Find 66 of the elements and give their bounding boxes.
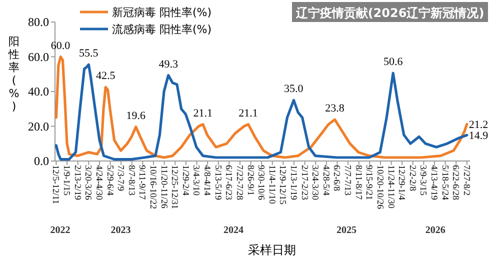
data-label: 21.1 xyxy=(193,107,213,120)
x2-tick-label: 2023 xyxy=(110,225,131,236)
chart-title: 辽宁疫情贡献(2026辽宁新冠情况) xyxy=(294,6,484,20)
data-label: 60.0 xyxy=(50,40,71,52)
data-label: 21.1 xyxy=(238,107,258,120)
x-tick-label: 7/27-8/2 xyxy=(462,165,472,196)
data-label: 21.2 xyxy=(468,119,488,132)
x-tick-label: 3/4-3/10 xyxy=(192,165,202,196)
legend-label: 流感病毒 阳性率(%) xyxy=(112,23,212,36)
data-label: 50.6 xyxy=(383,56,404,68)
x-tick-label: 9/15-9/21 xyxy=(364,165,375,200)
x2-tick-label: 2025 xyxy=(336,225,356,236)
x-tick-label: 4/8-4/14 xyxy=(202,165,213,196)
x-tick-label: 11/24-11/30 xyxy=(386,165,396,209)
x-tick-label: 8/7-8/13 xyxy=(126,165,137,196)
data-label: 42.5 xyxy=(96,70,116,82)
x-tick-label: 3/9-3/15 xyxy=(418,165,429,196)
x-tick-label: 7/22-7/28 xyxy=(234,165,245,200)
x-tick-label: 2/17-2/23 xyxy=(300,165,310,200)
x-tick-label: 3/24-3/30 xyxy=(310,165,321,200)
x-tick-label: 2/13-2/19 xyxy=(72,165,83,200)
x2-tick-label: 2022 xyxy=(50,225,70,236)
x-tick-label: 6/17-6/23 xyxy=(224,165,234,200)
x-tick-label: 4/13-4/19 xyxy=(429,165,440,200)
x-tick-label: 12/29-1/4 xyxy=(397,165,408,200)
x-tick-label: 11/4-11/10 xyxy=(267,165,278,204)
x-tick-label: 7/7-7/13 xyxy=(343,165,354,196)
y-tick-label: 20.0 xyxy=(28,119,49,134)
x-tick-label: 12/5-12/11 xyxy=(51,165,62,204)
x-tick-label: 5/18-5/24 xyxy=(440,165,450,200)
x-tick-label: 4/24-4/30 xyxy=(94,165,104,200)
x-tick-label: 1/29-2/4 xyxy=(180,165,191,196)
x-tick-label: 1/13-1/19 xyxy=(288,165,299,200)
x-tick-label: 12/25-12/31 xyxy=(170,165,180,209)
x-tick-label: 12/9-12/15 xyxy=(278,165,288,205)
data-label: 55.5 xyxy=(79,48,99,60)
x-tick-label: 6/2-6/8 xyxy=(332,165,342,192)
x-tick-label: 1/9-1/15 xyxy=(62,165,72,196)
x-tick-label: 10/20-10/26 xyxy=(375,165,386,210)
data-label: 23.8 xyxy=(325,102,345,115)
y-tick-label: 60.0 xyxy=(28,50,49,64)
x-tick-label: 9/30-10/6 xyxy=(256,165,267,200)
data-label: 35.0 xyxy=(284,83,304,96)
x-tick-label: 7/3-7/9 xyxy=(116,165,126,192)
x-tick-label: 6/22-6/28 xyxy=(451,165,462,200)
x2-tick-label: 2026 xyxy=(425,225,446,236)
x-tick-label: 2/2-2/8 xyxy=(408,165,418,192)
x-axis-title: 采样日期 xyxy=(248,243,296,257)
x-tick-label: 3/20-3/26 xyxy=(84,165,94,200)
y-tick-label: 0.0 xyxy=(34,154,49,168)
x-tick-label: 4/28-5/4 xyxy=(321,165,332,196)
x-tick-label: 9/11-9/17 xyxy=(138,165,148,200)
x-tick-label: 10/16-10/22 xyxy=(148,165,158,209)
x-tick-label: 8/11-8/17 xyxy=(354,165,364,200)
x-tick-label: 5/13-5/19 xyxy=(213,165,224,200)
data-label: 14.9 xyxy=(468,130,489,142)
data-label: 19.6 xyxy=(126,110,146,122)
y-tick-label: 40.0 xyxy=(28,84,49,98)
legend-label: 新冠病毒 阳性率(%) xyxy=(112,6,212,19)
x-tick-label: 5/29-6/4 xyxy=(105,165,116,196)
x2-tick-label: 2024 xyxy=(223,225,244,236)
y-tick-label: 80.0 xyxy=(28,15,49,29)
y-axis-title: 阳性率(%) xyxy=(8,35,20,113)
data-label: 49.3 xyxy=(158,58,178,70)
x-tick-label: 11/20-11/26 xyxy=(159,165,170,209)
x-tick-label: 8/26-9/1 xyxy=(246,165,256,196)
